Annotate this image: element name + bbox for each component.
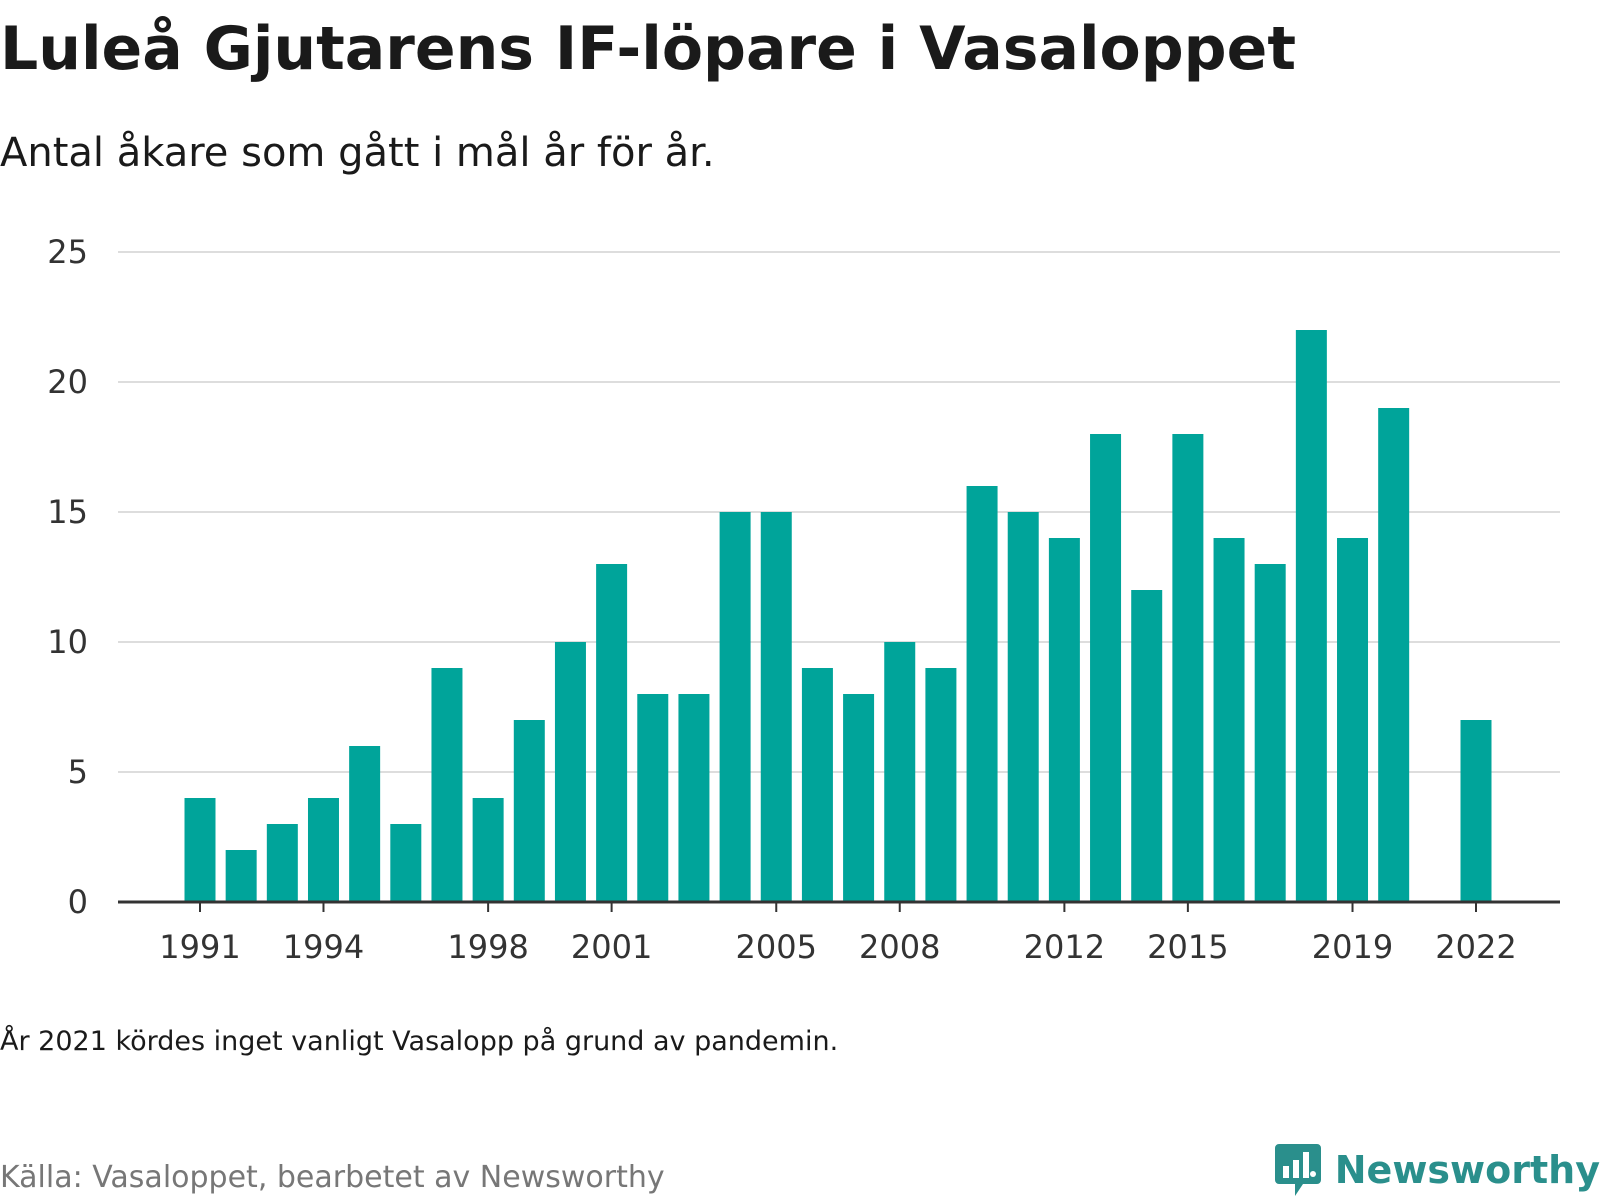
bar-1996 xyxy=(390,824,422,902)
x-tick-labels: 1991 1994 1998 2001 2005 2008 2012 2015 2019 2022 xyxy=(159,928,1516,966)
x-tick-label-2008: 2008 xyxy=(859,928,940,966)
x-tick-label-2022: 2022 xyxy=(1435,928,1516,966)
x-tick-label-2001: 2001 xyxy=(571,928,652,966)
bar-2000 xyxy=(554,642,586,902)
bar-2007 xyxy=(843,694,875,902)
bars xyxy=(184,330,1492,902)
source-credit: Källa: Vasaloppet, bearbetet av Newswort… xyxy=(0,1160,665,1195)
y-tick-label-0: 0 xyxy=(68,883,88,921)
chart-title: Luleå Gjutarens IF-löpare i Vasaloppet xyxy=(0,14,1297,84)
bar-2011 xyxy=(1007,512,1039,902)
bar-2018 xyxy=(1295,330,1327,902)
brand-name: Newsworthy xyxy=(1334,1148,1600,1192)
bar-2003 xyxy=(678,694,710,902)
bar-2020 xyxy=(1378,408,1410,902)
brand-logo: Newsworthy xyxy=(1273,1140,1600,1200)
bar-1998 xyxy=(472,798,504,902)
x-tick-label-1998: 1998 xyxy=(447,928,528,966)
chart-subtitle: Antal åkare som gått i mål år för år. xyxy=(0,130,715,176)
bar-2004 xyxy=(719,512,751,902)
bar-chart: 0 5 10 15 20 25 1991 1994 1998 2001 2005 2008 2012 2… xyxy=(47,233,1560,966)
bar-1999 xyxy=(513,720,545,902)
y-tick-labels: 0 5 10 15 20 25 xyxy=(47,233,88,921)
x-axis xyxy=(118,900,1560,912)
x-tick-label-2019: 2019 xyxy=(1312,928,1393,966)
bar-2001 xyxy=(596,564,628,902)
bar-2019 xyxy=(1337,538,1369,902)
bar-2009 xyxy=(925,668,957,902)
bar-1994 xyxy=(307,798,339,902)
bar-1995 xyxy=(349,746,381,902)
bar-2008 xyxy=(884,642,916,902)
bar-1992 xyxy=(225,850,257,902)
newsworthy-logo-icon xyxy=(1274,1144,1321,1196)
x-tick-label-2005: 2005 xyxy=(736,928,817,966)
bar-1993 xyxy=(266,824,298,902)
y-tick-label-15: 15 xyxy=(47,493,88,531)
x-tick-label-1991: 1991 xyxy=(159,928,240,966)
x-tick-label-2015: 2015 xyxy=(1147,928,1228,966)
x-tick-label-1994: 1994 xyxy=(283,928,364,966)
bar-2014 xyxy=(1131,590,1163,902)
bar-2022 xyxy=(1460,720,1492,902)
y-tick-label-10: 10 xyxy=(47,623,88,661)
bar-2010 xyxy=(966,486,998,902)
bar-2005 xyxy=(760,512,792,902)
y-tick-label-5: 5 xyxy=(68,753,88,791)
bar-2006 xyxy=(801,668,833,902)
bar-2013 xyxy=(1090,434,1122,902)
bar-1991 xyxy=(184,798,216,902)
x-tick-label-2012: 2012 xyxy=(1024,928,1105,966)
bar-2015 xyxy=(1172,434,1204,902)
bar-2012 xyxy=(1048,538,1080,902)
y-tick-label-20: 20 xyxy=(47,363,88,401)
bar-2017 xyxy=(1254,564,1286,902)
bar-1997 xyxy=(431,668,463,902)
bar-2002 xyxy=(637,694,669,902)
chart-note: År 2021 kördes inget vanligt Vasalopp på… xyxy=(0,1026,839,1057)
bar-2016 xyxy=(1213,538,1245,902)
y-tick-label-25: 25 xyxy=(47,233,88,271)
